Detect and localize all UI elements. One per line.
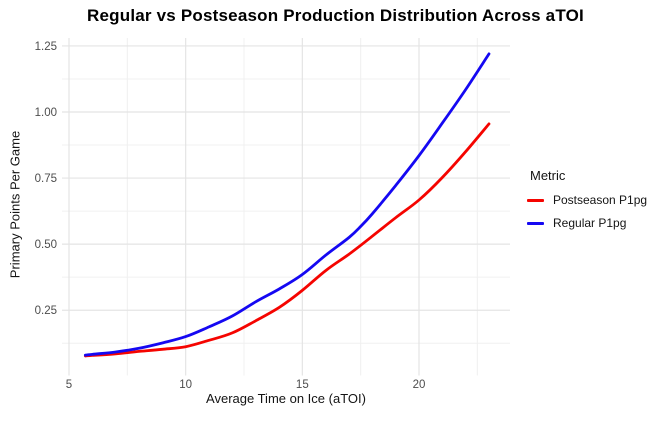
y-tick-label: 0.50	[35, 239, 57, 251]
x-tick-label: 15	[296, 379, 309, 391]
legend-key-line-icon	[527, 198, 544, 202]
legend: Metric Postseason P1pg Regular P1pg	[527, 168, 647, 239]
y-tick-label: 1.25	[35, 41, 57, 53]
legend-item: Regular P1pg	[527, 216, 647, 230]
series-line-postseason-p1pg	[83, 122, 491, 358]
y-tick-label: 0.25	[35, 305, 57, 317]
legend-key-line-icon	[527, 221, 544, 225]
y-tick-label: 0.75	[35, 173, 57, 185]
series-line-regular-p1pg	[83, 52, 491, 357]
x-axis-title: Average Time on Ice (aTOI)	[206, 391, 366, 406]
legend-items: Postseason P1pg Regular P1pg	[527, 193, 647, 230]
y-tick-label: 1.00	[35, 107, 57, 119]
x-tick-label: 10	[179, 379, 192, 391]
legend-item: Postseason P1pg	[527, 193, 647, 207]
legend-title: Metric	[530, 168, 566, 183]
legend-label: Regular P1pg	[553, 216, 627, 230]
y-axis-title: Primary Points Per Game	[7, 130, 23, 279]
x-tick-label: 20	[413, 379, 426, 391]
chart-title: Regular vs Postseason Production Distrib…	[87, 6, 584, 25]
x-tick-label: 5	[66, 379, 72, 391]
legend-label: Postseason P1pg	[553, 193, 648, 207]
